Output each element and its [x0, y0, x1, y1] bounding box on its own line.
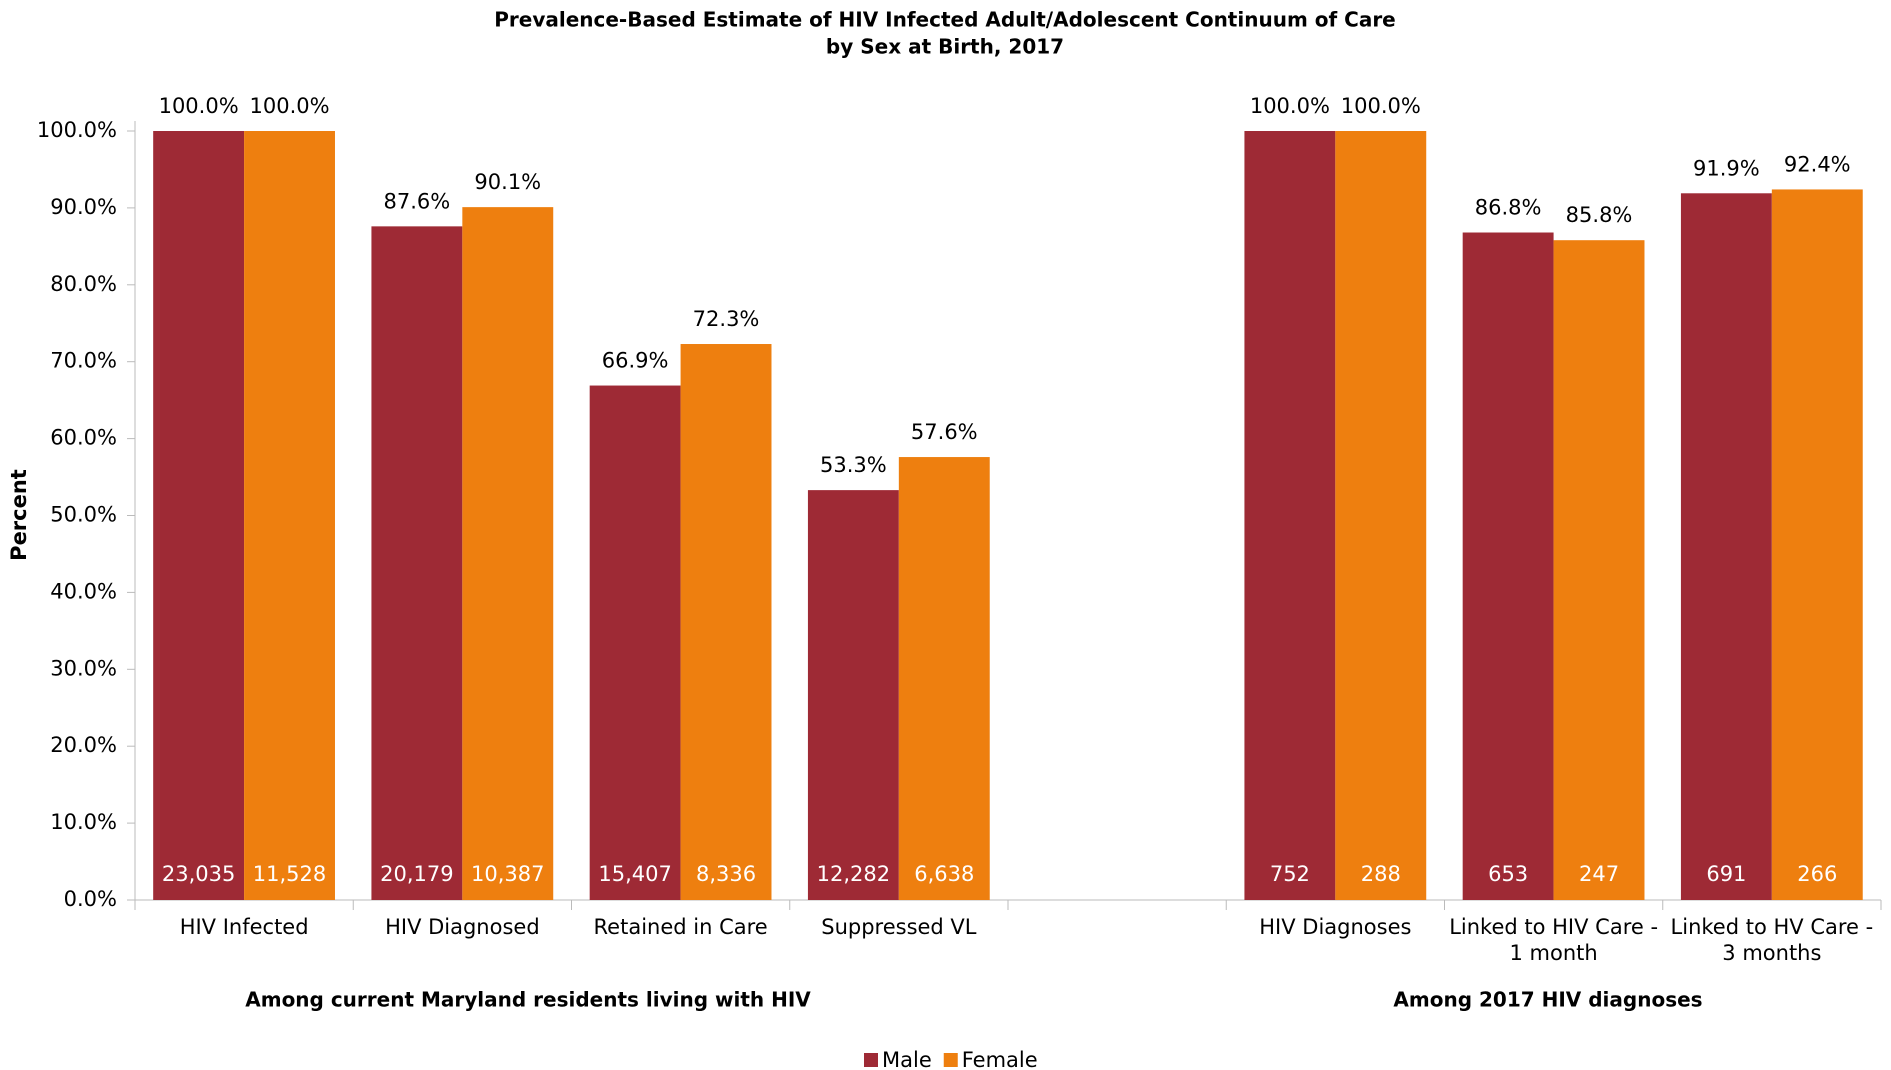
- legend-swatch: [864, 1053, 878, 1067]
- bar: [589, 385, 681, 900]
- bar: [462, 207, 554, 901]
- count-label: 23,035: [162, 862, 235, 886]
- count-label: 6,638: [914, 862, 974, 886]
- value-label: 100.0%: [1250, 94, 1330, 118]
- value-label: 66.9%: [602, 349, 669, 373]
- y-tick-label: 90.0%: [50, 195, 117, 219]
- bar: [1462, 232, 1554, 900]
- bar: [1680, 193, 1772, 900]
- x-tick-label: HIV Diagnosed: [385, 915, 540, 939]
- y-tick-label: 50.0%: [50, 503, 117, 527]
- x-tick-label: HIV Infected: [179, 915, 309, 939]
- value-label: 72.3%: [693, 307, 760, 331]
- legend-swatch: [943, 1053, 958, 1067]
- legend-label: Female: [962, 1048, 1038, 1070]
- count-label: 691: [1706, 862, 1746, 886]
- y-tick-label: 30.0%: [50, 656, 117, 680]
- y-tick-label: 0.0%: [64, 887, 117, 911]
- bar: [680, 344, 772, 900]
- bar: [1335, 131, 1427, 900]
- legend-label: Male: [882, 1048, 932, 1070]
- x-tick-label: HIV Diagnoses: [1259, 915, 1412, 939]
- value-label: 53.3%: [820, 453, 887, 477]
- count-label: 288: [1361, 862, 1401, 886]
- group-label: Among current Maryland residents living …: [245, 988, 811, 1012]
- x-tick-label: Retained in Care: [593, 915, 768, 939]
- y-tick-label: 70.0%: [50, 349, 117, 373]
- count-label: 247: [1579, 862, 1619, 886]
- y-tick-label: 80.0%: [50, 272, 117, 296]
- count-label: 20,179: [380, 862, 453, 886]
- count-label: 11,528: [253, 862, 326, 886]
- bar: [1244, 131, 1336, 900]
- y-tick-label: 10.0%: [50, 810, 117, 834]
- group-label: Among 2017 HIV diagnoses: [1393, 988, 1702, 1012]
- count-label: 8,336: [696, 862, 756, 886]
- bar: [244, 131, 335, 900]
- value-label: 100.0%: [249, 94, 329, 118]
- x-tick-label: Suppressed VL: [821, 915, 977, 939]
- count-label: 752: [1270, 862, 1310, 886]
- bar: [807, 490, 899, 900]
- bar: [1771, 189, 1863, 901]
- count-label: 12,282: [817, 862, 890, 886]
- count-label: 10,387: [471, 862, 544, 886]
- count-label: 653: [1488, 862, 1528, 886]
- bar: [153, 131, 245, 900]
- count-label: 15,407: [598, 862, 671, 886]
- y-tick-label: 40.0%: [50, 579, 117, 603]
- chart-title: Prevalence-Based Estimate of HIV Infecte…: [494, 8, 1396, 32]
- value-label: 100.0%: [159, 94, 239, 118]
- x-tick-label: Linked to HIV Care - 1 month: [1449, 915, 1659, 965]
- value-label: 57.6%: [911, 420, 978, 444]
- value-label: 91.9%: [1693, 156, 1760, 180]
- value-label: 100.0%: [1341, 94, 1421, 118]
- value-label: 92.4%: [1784, 152, 1851, 176]
- x-tick-label: Linked to HV Care - 3 months: [1670, 915, 1874, 965]
- bar: [1553, 240, 1645, 900]
- value-label: 86.8%: [1475, 196, 1542, 220]
- count-label: 266: [1797, 862, 1837, 886]
- value-label: 85.8%: [1566, 203, 1633, 227]
- bar: [371, 226, 463, 900]
- value-label: 90.1%: [474, 170, 541, 194]
- chart-subtitle: by Sex at Birth, 2017: [826, 35, 1064, 59]
- y-axis-label: Percent: [7, 469, 31, 561]
- value-label: 87.6%: [384, 189, 451, 213]
- y-tick-label: 60.0%: [50, 426, 117, 450]
- y-tick-label: 100.0%: [37, 118, 117, 142]
- y-tick-label: 20.0%: [50, 733, 117, 757]
- bar: [898, 457, 990, 900]
